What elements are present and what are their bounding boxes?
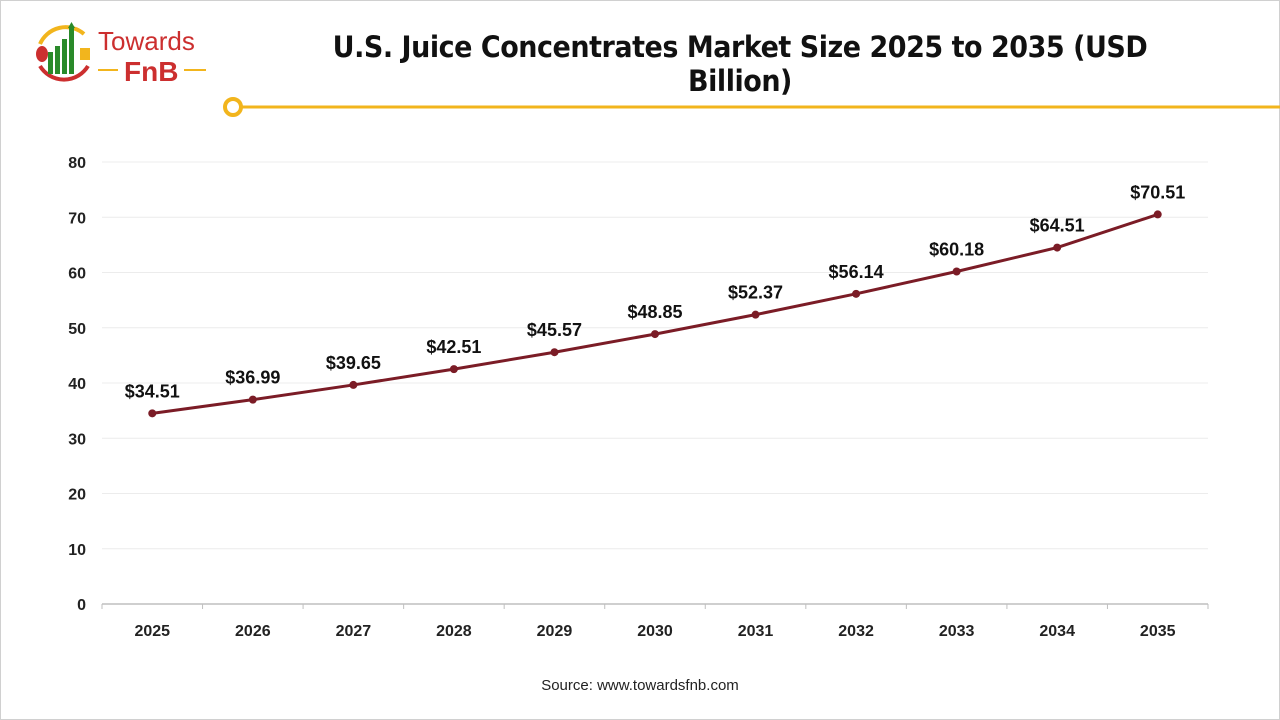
data-point <box>852 289 861 298</box>
y-tick-label: 40 <box>68 376 86 393</box>
data-label: $48.85 <box>627 302 682 322</box>
y-tick-label: 10 <box>68 542 86 559</box>
y-tick-label: 30 <box>68 431 86 448</box>
y-tick-label: 60 <box>68 266 86 283</box>
data-label: $56.14 <box>829 262 884 282</box>
x-tick-label: 2035 <box>1140 623 1176 640</box>
chart-title: U.S. Juice Concentrates Market Size 2025… <box>332 30 1148 98</box>
y-tick-label: 70 <box>68 210 86 227</box>
data-label: $60.18 <box>929 240 984 260</box>
data-point <box>349 380 358 389</box>
y-tick-label: 20 <box>68 487 86 504</box>
data-point <box>550 348 559 357</box>
data-label: $64.51 <box>1030 216 1085 236</box>
data-label: $45.57 <box>527 320 582 340</box>
data-label: $52.37 <box>728 283 783 303</box>
data-label: $36.99 <box>225 368 280 388</box>
x-tick-label: 2033 <box>939 623 975 640</box>
x-tick-label: 2028 <box>436 623 472 640</box>
y-tick-label: 0 <box>77 597 86 614</box>
source-note: Source: www.towardsfnb.com <box>541 677 739 694</box>
data-point <box>449 365 458 374</box>
data-point <box>148 409 157 418</box>
y-tick-label: 50 <box>68 321 86 338</box>
x-tick-label: 2032 <box>838 623 874 640</box>
x-tick-label: 2034 <box>1039 623 1075 640</box>
x-tick-label: 2025 <box>134 623 170 640</box>
data-point <box>1153 210 1162 219</box>
data-point <box>651 330 659 339</box>
logo-text-top: Towards <box>98 26 195 56</box>
towards-fnb-logo: Towards FnB <box>28 18 218 93</box>
data-point <box>248 395 257 404</box>
data-point <box>952 267 961 276</box>
y-tick-label: 80 <box>68 155 86 172</box>
data-point <box>1053 243 1062 252</box>
x-tick-label: 2030 <box>637 623 673 640</box>
x-tick-label: 2027 <box>336 623 372 640</box>
data-label: $39.65 <box>326 353 381 373</box>
data-label: $34.51 <box>125 381 180 401</box>
x-tick-label: 2026 <box>235 623 271 640</box>
x-tick-label: 2031 <box>738 623 774 640</box>
data-label: $42.51 <box>426 337 481 357</box>
x-tick-label: 2029 <box>537 623 573 640</box>
data-label: $70.51 <box>1130 182 1185 202</box>
data-point <box>751 310 760 319</box>
logo-text-bottom: FnB <box>124 56 178 87</box>
